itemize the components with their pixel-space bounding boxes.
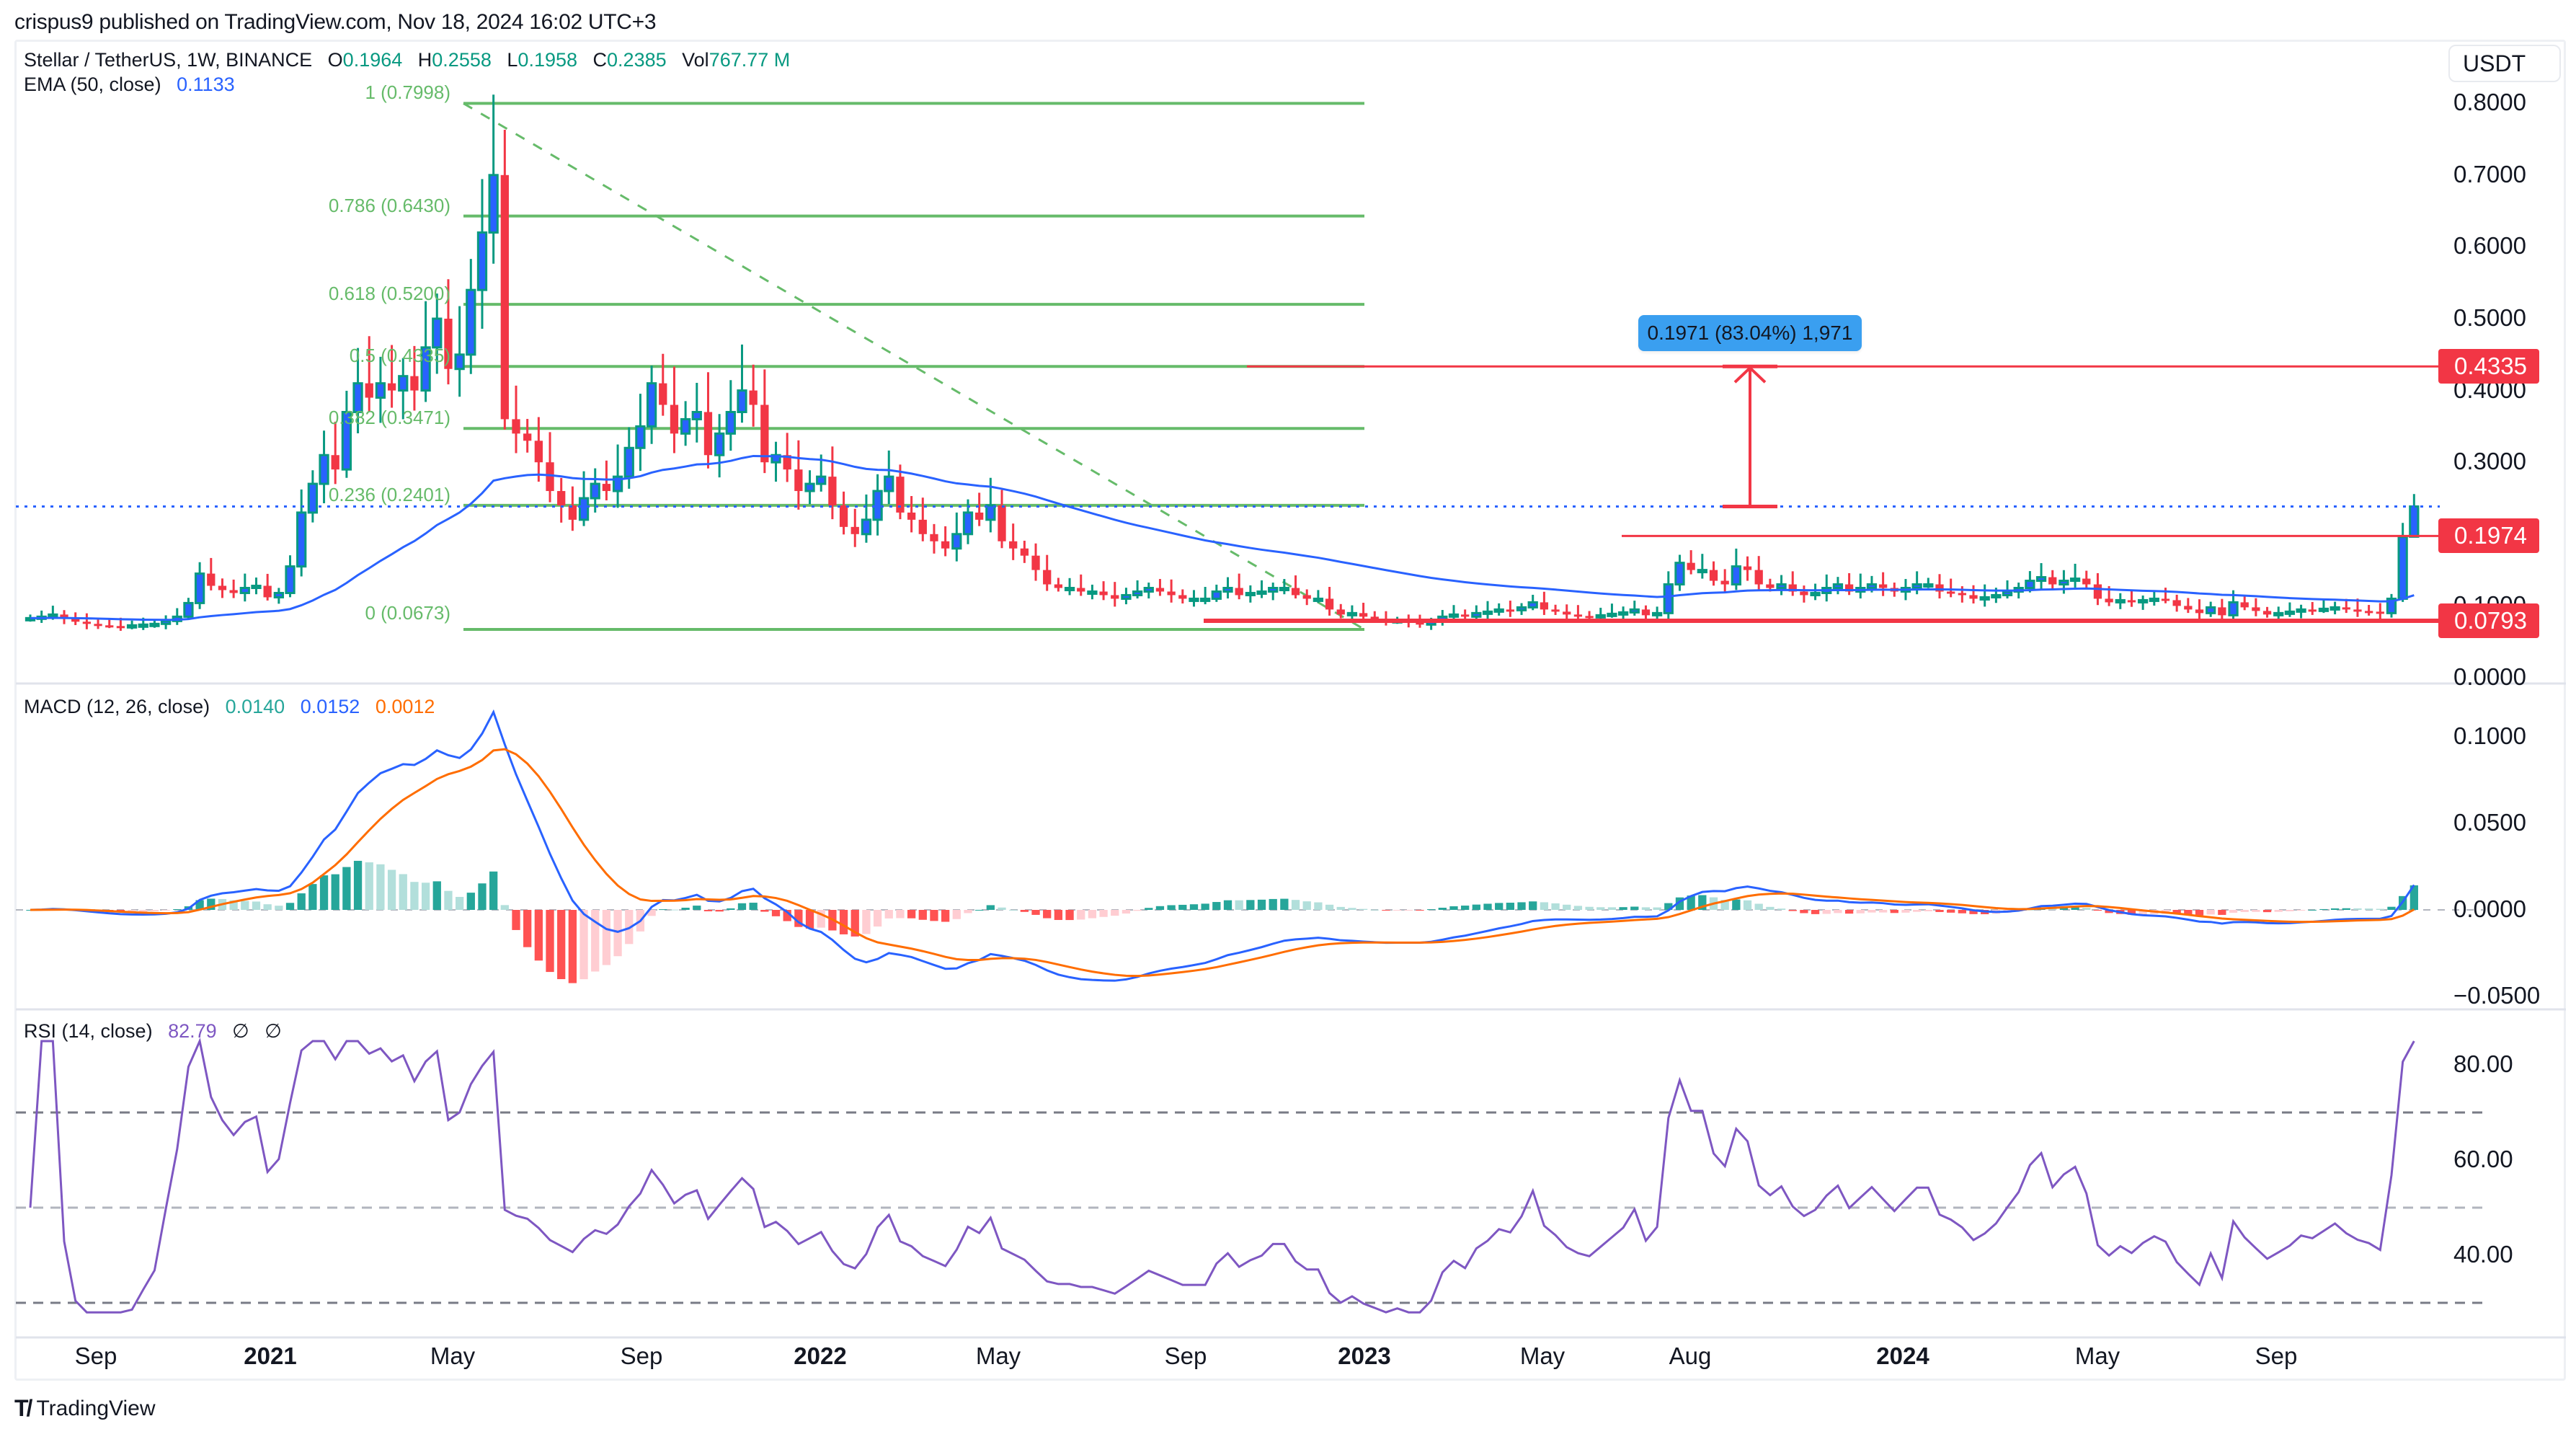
measure-arrow-icon (1733, 366, 1767, 384)
candles (25, 94, 2420, 631)
rsi-na-1: ∅ (232, 1020, 249, 1042)
time-axis-label: May (430, 1342, 476, 1369)
price-tag: 0.4335 (2438, 349, 2539, 384)
price-tag: 0.0793 (2438, 603, 2539, 639)
time-axis-label: May (2074, 1342, 2120, 1369)
ohlc-close: C0.2385 (592, 49, 667, 71)
fib-level-label: 0.786 (0.6430) (328, 194, 450, 216)
time-axis-label: Sep (74, 1342, 117, 1369)
time-axis-label: 2024 (1876, 1342, 1929, 1369)
price-axis-label: 0.0000 (2453, 663, 2526, 690)
time-axis-label: Sep (2255, 1342, 2298, 1369)
fib-level-label: 0.382 (0.3471) (328, 407, 450, 429)
ema-value: 0.1133 (177, 74, 235, 95)
rsi-line (29, 1038, 2415, 1314)
ohlc-volume: Vol767.77 M (682, 49, 791, 71)
tradingview-logo-icon: T/ (14, 1395, 32, 1421)
time-axis-label: Aug (1669, 1342, 1712, 1369)
symbol-legend[interactable]: Stellar / TetherUS, 1W, BINANCE O0.1964 … (24, 49, 800, 71)
price-axis-label: 0.3000 (2453, 448, 2526, 475)
price-tag: 0.1974 (2438, 518, 2539, 554)
fib-level-label: 0.618 (0.5200) (328, 283, 450, 305)
chart-frame (14, 40, 2566, 1381)
fib-level-label: 0.236 (0.2401) (328, 483, 450, 505)
rsi-axis-label: 40.00 (2453, 1241, 2513, 1267)
publish-info: crispus9 published on TradingView.com, N… (14, 10, 657, 34)
time-axis-label: Sep (1164, 1342, 1207, 1369)
time-axis-label: May (975, 1342, 1021, 1369)
ohlc-open: O0.1964 (327, 49, 403, 71)
currency-selector[interactable]: USDT (2448, 45, 2561, 82)
macd-axis-label: 0.0000 (2453, 895, 2526, 922)
macd-signal-value: 0.0012 (375, 696, 435, 717)
measure-badge[interactable]: 0.1971 (83.04%) 1,971 (1638, 315, 1862, 351)
rsi-value: 82.79 (168, 1020, 217, 1042)
ema-line (30, 454, 2415, 621)
time-axis-label: 2023 (1338, 1342, 1391, 1369)
rsi-axis-label: 80.00 (2453, 1050, 2513, 1077)
rsi-na-2: ∅ (265, 1020, 282, 1042)
price-axis-label: 0.5000 (2453, 304, 2526, 331)
signal-line (30, 748, 2415, 978)
macd-hist-value: 0.0140 (225, 696, 285, 717)
price-axis-label: 0.7000 (2453, 160, 2526, 187)
macd-title[interactable]: MACD (12, 26, close) (24, 696, 210, 717)
rsi-title[interactable]: RSI (14, close) (24, 1020, 153, 1042)
tradingview-logo[interactable]: T/ TradingView (14, 1395, 156, 1422)
symbol-title[interactable]: Stellar / TetherUS, 1W, BINANCE (24, 49, 313, 71)
time-axis-label: May (1519, 1342, 1565, 1369)
macd-axis-label: −0.0500 (2453, 982, 2541, 1009)
price-axis-label: 0.6000 (2453, 232, 2526, 260)
macd-histogram (26, 860, 2418, 983)
macd-axis-label: 0.1000 (2453, 722, 2526, 749)
macd-line (30, 709, 2415, 982)
ohlc-high: H0.2558 (417, 49, 492, 71)
time-axis-label: 2021 (244, 1342, 297, 1369)
ema-legend[interactable]: EMA (50, close) 0.1133 (24, 74, 245, 96)
macd-legend[interactable]: MACD (12, 26, close) 0.0140 0.0152 0.001… (24, 696, 445, 718)
macd-axis-label: 0.0500 (2453, 809, 2526, 836)
fib-level-label: 1 (0.7998) (365, 81, 450, 104)
fib-level-label: 0 (0.0673) (365, 601, 450, 624)
macd-line-value: 0.0152 (300, 696, 360, 717)
price-axis-label: 0.8000 (2453, 89, 2526, 116)
rsi-legend[interactable]: RSI (14, close) 82.79 ∅ ∅ (24, 1020, 292, 1043)
ema-title[interactable]: EMA (50, close) (24, 74, 161, 95)
time-axis-label: Sep (620, 1342, 663, 1369)
rsi-axis-label: 60.00 (2453, 1146, 2513, 1172)
time-axis-label: 2022 (794, 1342, 847, 1369)
fib-level-label: 0.5 (0.4335) (349, 345, 450, 367)
ohlc-low: L0.1958 (507, 49, 578, 71)
tradingview-brand: TradingView (36, 1396, 156, 1420)
